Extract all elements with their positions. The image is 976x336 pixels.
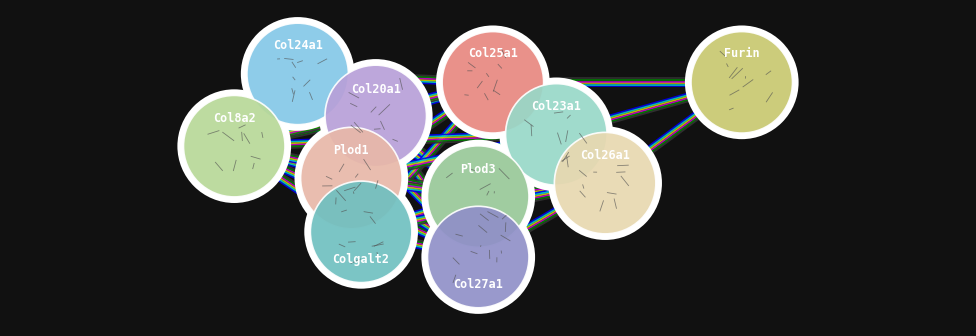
Text: Furin: Furin	[724, 47, 759, 60]
Text: Plod1: Plod1	[334, 144, 369, 157]
Ellipse shape	[247, 23, 348, 125]
Ellipse shape	[506, 84, 607, 185]
Ellipse shape	[301, 127, 402, 229]
Ellipse shape	[442, 32, 544, 133]
Text: Col8a2: Col8a2	[213, 112, 256, 125]
Ellipse shape	[319, 59, 432, 173]
Ellipse shape	[305, 175, 418, 289]
Ellipse shape	[183, 95, 285, 197]
Ellipse shape	[554, 132, 656, 234]
Ellipse shape	[691, 32, 793, 133]
Ellipse shape	[241, 17, 354, 131]
Text: Colgalt2: Colgalt2	[333, 253, 389, 266]
Text: Col24a1: Col24a1	[272, 39, 323, 52]
Text: Col27a1: Col27a1	[453, 278, 504, 291]
Ellipse shape	[325, 65, 427, 167]
Ellipse shape	[685, 26, 798, 139]
Ellipse shape	[427, 206, 529, 308]
Text: Col25a1: Col25a1	[468, 47, 518, 60]
Text: Plod3: Plod3	[461, 163, 496, 175]
Ellipse shape	[427, 146, 529, 247]
Ellipse shape	[549, 126, 662, 240]
Text: Col23a1: Col23a1	[531, 100, 582, 113]
Ellipse shape	[422, 200, 535, 314]
Ellipse shape	[500, 78, 613, 191]
Ellipse shape	[310, 181, 412, 283]
Text: Col26a1: Col26a1	[580, 149, 630, 162]
Ellipse shape	[295, 121, 408, 235]
Ellipse shape	[436, 26, 549, 139]
Ellipse shape	[422, 140, 535, 253]
Ellipse shape	[178, 89, 291, 203]
Text: Col20a1: Col20a1	[350, 83, 401, 95]
